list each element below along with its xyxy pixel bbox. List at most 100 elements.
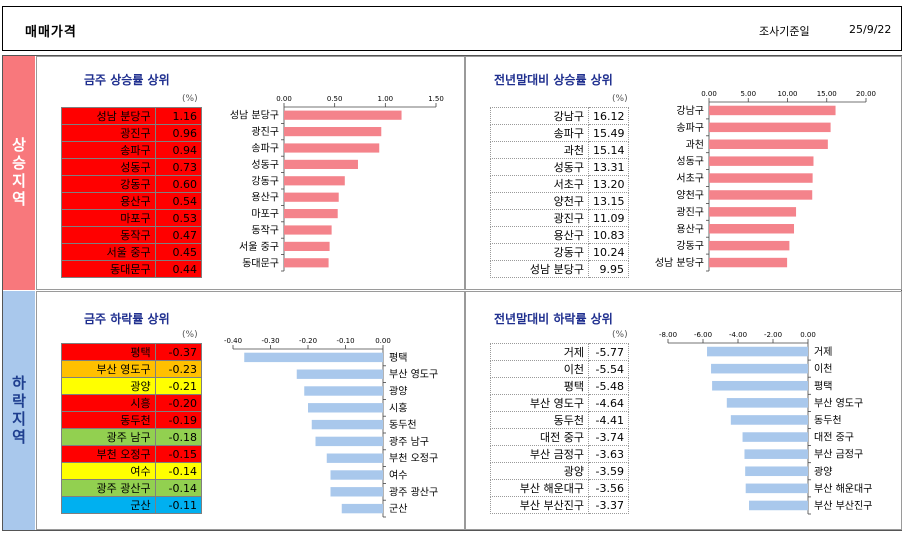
- bar: [742, 432, 808, 442]
- bar: [745, 466, 808, 477]
- region-name: 서울 중구: [61, 243, 156, 261]
- rate-value: -0.14: [154, 462, 203, 480]
- category-label: 동대문구: [242, 257, 279, 269]
- tick-label: 0.00: [800, 331, 816, 339]
- bar: [330, 470, 383, 480]
- category-label: 광양: [389, 386, 407, 398]
- bar: [709, 240, 790, 251]
- rate-value: 15.49: [588, 124, 629, 142]
- rising-region-label: 상승지역: [3, 56, 35, 290]
- bar: [711, 363, 808, 374]
- table-row: 평택 -0.37: [61, 343, 203, 361]
- region-name: 군산: [61, 496, 156, 514]
- ytd-up-table: 강남구 16.12 송파구 15.49 과천 15.14 성동구 13.31 서초구 13.20 양…: [490, 107, 629, 278]
- bar: [330, 487, 383, 497]
- table-row: 부산 영도구 -4.64: [490, 394, 629, 412]
- category-label: 송파구: [676, 122, 704, 134]
- category-label: 용산구: [251, 192, 279, 204]
- weekly-up-title: 금주 상승률 상위: [84, 73, 170, 87]
- tick-label: -0.40: [224, 337, 242, 345]
- region-name: 여수: [61, 462, 156, 480]
- bar: [709, 139, 828, 149]
- tick-label: -8.00: [659, 331, 677, 339]
- table-row: 시흥 -0.20: [61, 394, 203, 412]
- bar: [315, 436, 383, 447]
- bar: [709, 190, 813, 200]
- bar: [284, 110, 402, 120]
- region-name: 마포구: [61, 209, 156, 227]
- region-name: 동작구: [61, 226, 156, 244]
- tick-label: 5.00: [740, 90, 756, 98]
- category-label: 부산 영도구: [389, 369, 438, 381]
- tick-label: -0.20: [299, 337, 317, 345]
- bar: [284, 209, 338, 219]
- ytd-up-chart: 0.00 5.00 10.00 15.00 20.00 강남구송파구과천성동구서초구양천구…: [655, 90, 876, 272]
- table-row: 성남 분당구 1.16: [61, 107, 203, 125]
- rate-value: 0.60: [154, 175, 203, 193]
- table-row: 부산 부산진구 -3.37: [490, 496, 629, 514]
- category-label: 강동구: [251, 175, 279, 187]
- bar: [284, 225, 332, 235]
- category-label: 서울 중구: [239, 241, 279, 253]
- rate-value: -3.56: [588, 479, 629, 497]
- weekly-up-panel: 금주 상승률 상위 (%) 성남 분당구 1.16 광진구 0.96 송파구 0.94 성동…: [36, 56, 465, 290]
- region-name: 부산 해운대구: [490, 479, 589, 497]
- ytd-up-unit: (%): [612, 94, 628, 104]
- bar: [284, 258, 329, 268]
- region-name: 이천: [490, 360, 589, 378]
- category-label: 동두천: [389, 419, 417, 431]
- category-label: 과천: [686, 139, 704, 151]
- table-row: 대전 중구 -3.74: [490, 428, 629, 446]
- region-name: 과천: [490, 141, 589, 159]
- bar: [326, 453, 383, 463]
- table-row: 동두천 -0.19: [61, 411, 203, 429]
- region-name: 부산 영도구: [490, 394, 589, 412]
- falling-region-label: 하락지역: [3, 291, 35, 530]
- bar: [284, 159, 358, 169]
- bar: [749, 500, 808, 511]
- category-label: 부산 금정구: [814, 449, 863, 461]
- tick-label: -2.00: [764, 331, 782, 339]
- region-name: 광주 광산구: [61, 479, 156, 497]
- category-label: 여수: [389, 470, 407, 482]
- category-label: 군산: [389, 503, 407, 515]
- table-row: 부산 금정구 -3.63: [490, 445, 629, 463]
- category-label: 동작구: [251, 225, 279, 237]
- survey-date-label: 조사기준일: [759, 25, 810, 38]
- category-label: 성남 분당구: [655, 257, 704, 269]
- category-label: 양천구: [676, 189, 704, 201]
- table-row: 부산 해운대구 -3.56: [490, 479, 629, 497]
- rate-value: 0.54: [154, 192, 203, 210]
- ytd-up-panel: 전년말대비 상승률 상위 (%) 강남구 16.12 송파구 15.49 과천 15.14…: [465, 56, 902, 290]
- table-row: 용산구 0.54: [61, 192, 203, 210]
- rate-value: -0.21: [154, 377, 203, 395]
- ytd-down-table: 거제 -5.77 이천 -5.54 평택 -5.48 부산 영도구 -4.64 동두천 -4.41…: [490, 343, 629, 514]
- rate-value: -3.37: [588, 496, 629, 514]
- region-name: 시흥: [61, 394, 156, 412]
- weekly-down-unit: (%): [182, 330, 198, 340]
- bar: [284, 192, 339, 202]
- survey-date: 25/9/22: [849, 23, 892, 36]
- bar: [745, 483, 808, 494]
- bar: [308, 403, 383, 413]
- rate-value: -0.14: [154, 479, 203, 497]
- bar: [744, 449, 808, 459]
- table-row: 거제 -5.77: [490, 343, 629, 361]
- category-label: 마포구: [251, 208, 279, 220]
- ytd-down-unit: (%): [612, 330, 628, 340]
- category-label: 부산 해운대구: [814, 482, 872, 495]
- bar: [284, 127, 382, 137]
- weekly-up-chart: 0.00 0.50 1.00 1.50 성남 분당구광진구송파구성동구강동구용산구마포구…: [230, 95, 444, 272]
- rate-value: -5.77: [588, 343, 629, 361]
- table-row: 동작구 0.47: [61, 226, 203, 244]
- category-label: 평택: [814, 380, 832, 392]
- category-label: 광진구: [676, 206, 704, 218]
- report-header: 매매가격 조사기준일 25/9/22: [2, 6, 902, 51]
- table-row: 부천 오정구 -0.15: [61, 445, 203, 463]
- category-label: 성동구: [676, 156, 704, 168]
- bar: [709, 257, 788, 268]
- category-label: 대전 중구: [814, 432, 854, 444]
- table-row: 여수 -0.14: [61, 462, 203, 480]
- weekly-down-panel: 금주 하락률 상위 (%) 평택 -0.37 부산 영도구 -0.23 광양 -0.21 시…: [36, 291, 465, 530]
- category-label: 성동구: [251, 159, 279, 171]
